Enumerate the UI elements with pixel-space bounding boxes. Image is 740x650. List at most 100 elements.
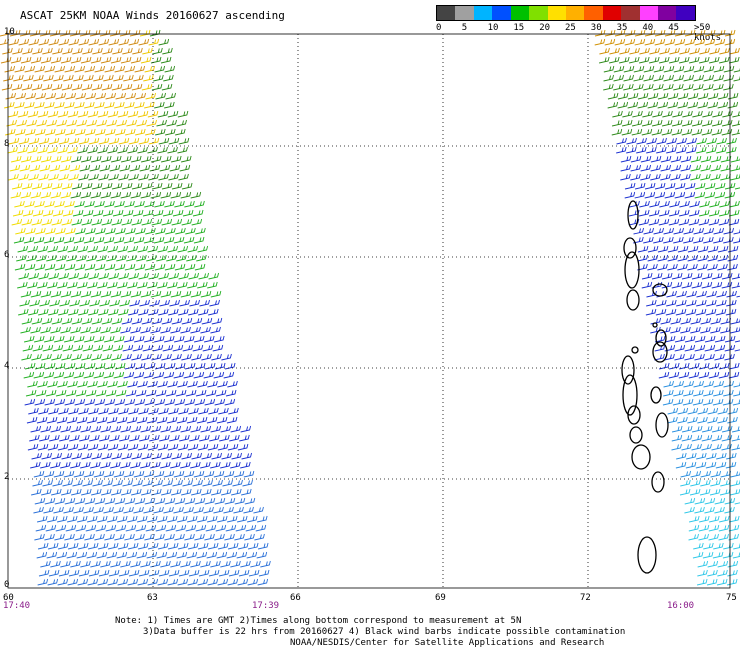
wind-barb-icon (55, 227, 66, 235)
wind-barb-icon (683, 74, 694, 82)
wind-barb-icon (69, 29, 81, 37)
island-outline-icon (652, 341, 668, 363)
wind-barb-icon (163, 506, 174, 514)
wind-barb-icon (641, 119, 653, 127)
wind-barb-icon (118, 173, 129, 181)
wind-barb-icon (657, 101, 669, 109)
wind-barb-icon (711, 443, 722, 451)
wind-barb-icon (94, 101, 105, 109)
wind-barb-icon (49, 299, 60, 307)
wind-barb-icon (706, 299, 717, 307)
wind-barb-icon (98, 308, 109, 316)
wind-barb-icon (115, 389, 127, 397)
wind-barb-icon (185, 524, 197, 532)
wind-barb-icon (161, 182, 173, 190)
wind-barb-icon (113, 470, 125, 478)
wind-barb-icon (674, 182, 686, 190)
legend-tick-label: 35 (616, 23, 628, 33)
wind-barb-icon (171, 452, 182, 460)
wind-barb-icon (713, 65, 725, 73)
wind-barb-icon (208, 272, 219, 280)
wind-barb-icon (29, 164, 41, 172)
wind-barb-icon (106, 119, 117, 127)
wind-barb-icon (17, 281, 28, 289)
wind-barb-icon (97, 443, 109, 451)
wind-barb-icon (160, 56, 172, 64)
wind-barb-icon (248, 569, 260, 577)
wind-barb-icon (77, 578, 89, 586)
wind-barb-icon (718, 533, 729, 541)
wind-barb-icon (86, 551, 98, 559)
wind-barb-icon (107, 281, 118, 289)
wind-barb-icon (664, 38, 676, 46)
wind-barb-icon (44, 263, 56, 271)
wind-barb-icon (703, 83, 714, 91)
wind-barb-icon (217, 578, 229, 586)
wind-barb-icon (51, 83, 63, 91)
wind-barb-icon (649, 47, 660, 55)
wind-barb-icon (100, 326, 111, 334)
wind-barb-icon (93, 470, 105, 478)
wind-barb-icon (729, 362, 740, 370)
wind-barb-icon (201, 452, 212, 460)
wind-barb-icon (192, 209, 204, 217)
wind-barb-icon (35, 524, 47, 532)
wind-barb-icon (80, 425, 92, 433)
wind-barb-icon (81, 83, 93, 91)
wind-barb-icon (657, 263, 668, 271)
wind-barb-icon (96, 416, 108, 424)
wind-barb-icon (47, 146, 58, 154)
wind-barb-icon (147, 281, 158, 289)
wind-barb-icon (204, 497, 216, 505)
wind-barb-icon (73, 371, 85, 379)
wind-barb-icon (40, 56, 52, 64)
legend-swatch (676, 6, 695, 20)
wind-barb-icon (121, 452, 132, 460)
wind-barb-icon (91, 317, 103, 325)
wind-barb-icon (112, 479, 123, 487)
wind-barb-icon (617, 101, 629, 109)
wind-barb-icon (137, 443, 149, 451)
wind-barb-icon (731, 282, 740, 289)
wind-barb-icon (107, 443, 119, 451)
wind-barb-icon (713, 83, 724, 91)
wind-barb-icon (696, 578, 708, 586)
wind-barb-icon (116, 515, 128, 523)
wind-barb-icon (0, 56, 12, 64)
wind-barb-icon (150, 155, 162, 163)
wind-barb-icon (700, 479, 711, 487)
wind-barb-icon (98, 569, 110, 577)
wind-barb-icon (727, 92, 739, 100)
wind-barb-icon (54, 362, 66, 370)
wind-barb-icon (181, 353, 192, 361)
wind-barb-icon (712, 398, 724, 406)
wind-barb-icon (5, 92, 16, 100)
wind-barb-icon (57, 110, 69, 118)
wind-barb-icon (67, 542, 79, 550)
wind-barb-icon (100, 290, 112, 298)
wind-barb-icon (235, 524, 247, 532)
wind-barb-icon (166, 416, 178, 424)
wind-barb-icon (166, 551, 178, 559)
wind-barb-icon (57, 542, 69, 550)
wind-barb-icon (95, 524, 107, 532)
wind-barb-icon (170, 290, 182, 298)
wind-barb-icon (71, 452, 82, 460)
wind-barb-icon (683, 65, 695, 73)
wind-barb-icon (178, 569, 190, 577)
wind-barb-icon (167, 542, 179, 550)
wind-barb-icon (673, 74, 684, 82)
wind-barb-icon (177, 443, 189, 451)
wind-barb-icon (68, 272, 79, 280)
wind-barb-icon (732, 552, 740, 559)
wind-barb-icon (148, 38, 160, 46)
wind-barb-icon (87, 281, 98, 289)
wind-barb-icon (204, 362, 216, 370)
wind-barb-icon (181, 317, 193, 325)
wind-barb-icon (56, 416, 68, 424)
wind-barb-icon (103, 236, 115, 244)
wind-barb-icon (68, 38, 80, 46)
wind-barb-icon (130, 560, 141, 568)
wind-barb-icon (223, 371, 235, 379)
legend-swatch (621, 6, 640, 20)
